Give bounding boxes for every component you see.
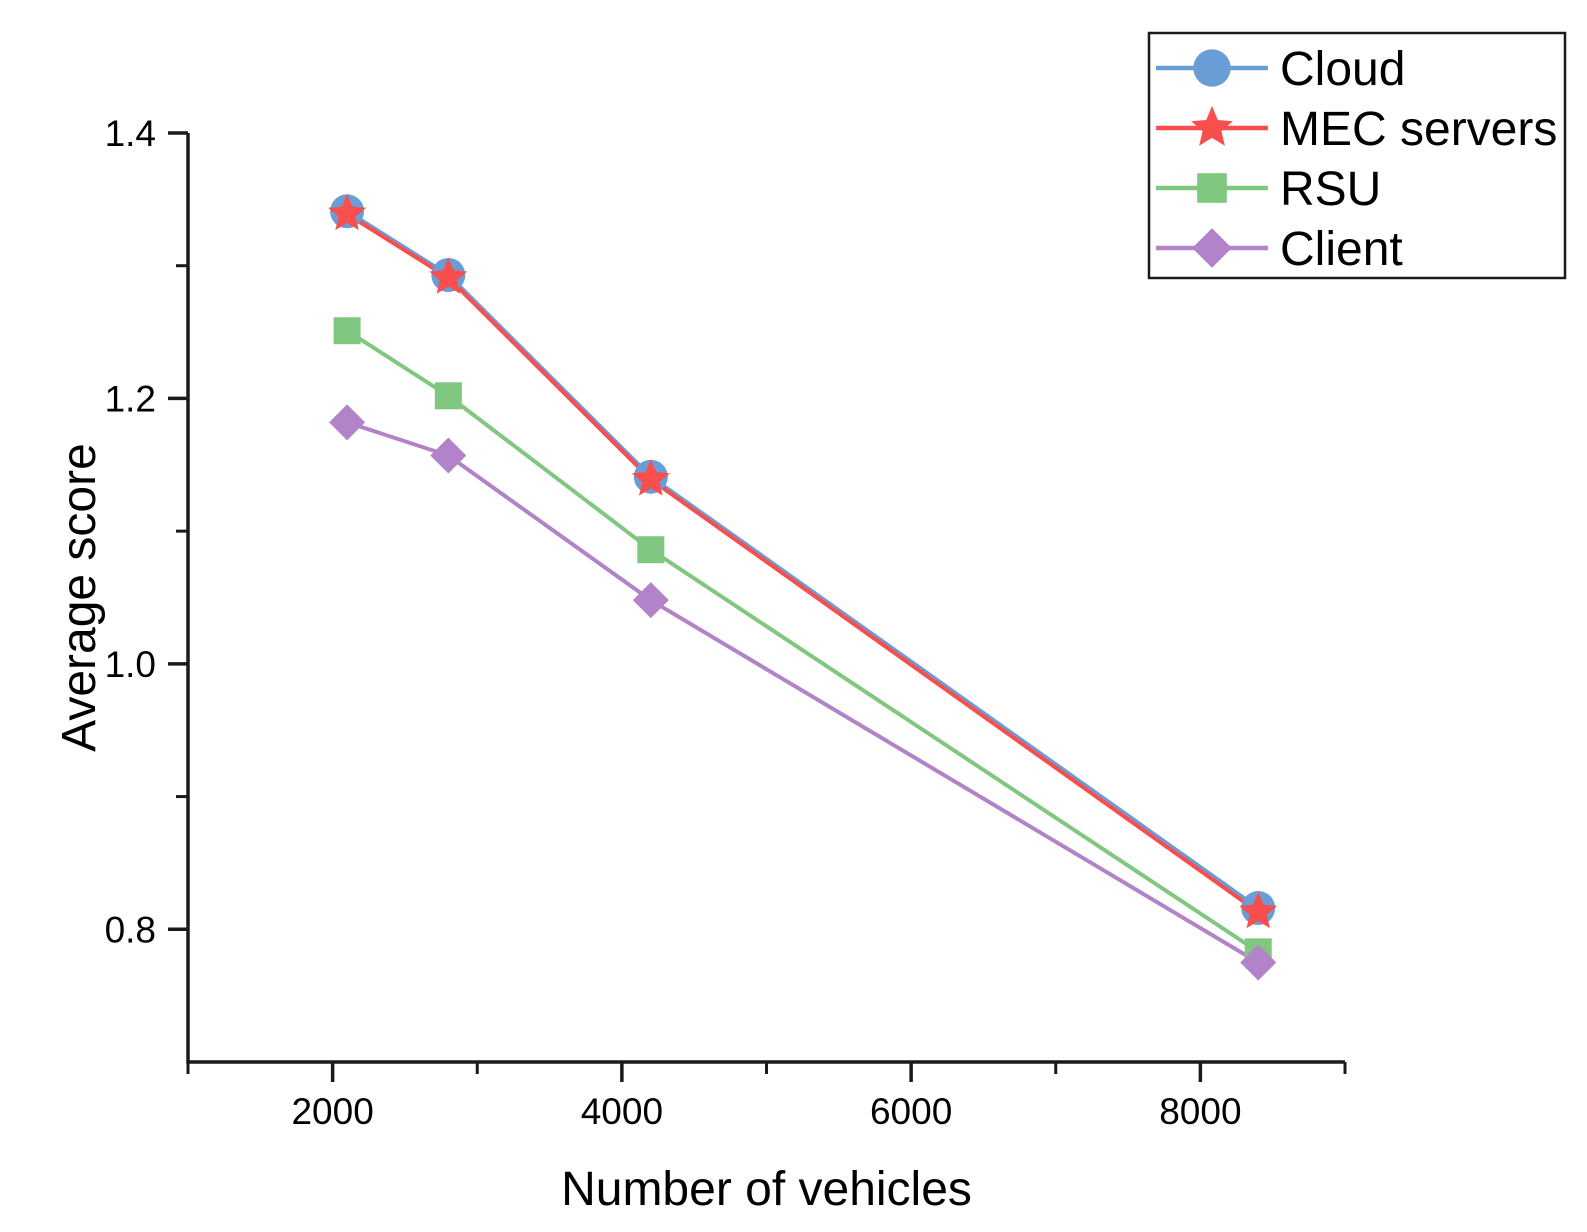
marker-rsu <box>637 536 665 564</box>
marker-client <box>1240 944 1277 981</box>
legend-label-client: Client <box>1280 223 1403 276</box>
series-line-mec-servers <box>346 212 1260 914</box>
marker-client <box>329 404 366 441</box>
y-tick-label: 0.8 <box>105 909 156 950</box>
legend-label-rsu: RSU <box>1280 163 1381 216</box>
marker-mec-servers <box>631 459 670 496</box>
series-line-client <box>346 420 1260 965</box>
legend-marker-mec-servers <box>1191 106 1233 146</box>
legend-label-mec-servers: MEC servers <box>1280 103 1557 156</box>
legend-marker-cloud <box>1193 49 1231 87</box>
y-tick-label: 1.2 <box>105 378 156 419</box>
x-tick-label: 8000 <box>1159 1091 1241 1132</box>
marker-client <box>430 437 467 474</box>
legend-label-cloud: Cloud <box>1280 43 1405 96</box>
marker-mec-servers <box>429 257 468 294</box>
y-tick-label: 1.4 <box>105 113 156 154</box>
marker-mec-servers <box>1239 892 1278 929</box>
x-axis-title: Number of vehicles <box>561 1163 972 1216</box>
legend-marker-client <box>1192 228 1232 268</box>
y-axis-title: Average score <box>53 443 106 752</box>
marker-mec-servers <box>328 194 367 231</box>
x-tick-label: 4000 <box>581 1091 663 1132</box>
legend-marker-rsu <box>1197 173 1227 203</box>
series-line-rsu <box>346 329 1260 954</box>
x-tick-label: 6000 <box>870 1091 952 1132</box>
y-tick-label: 1.0 <box>105 644 156 685</box>
x-tick-label: 2000 <box>291 1091 373 1132</box>
marker-rsu <box>434 382 462 410</box>
marker-client <box>632 582 669 619</box>
marker-rsu <box>333 317 361 345</box>
